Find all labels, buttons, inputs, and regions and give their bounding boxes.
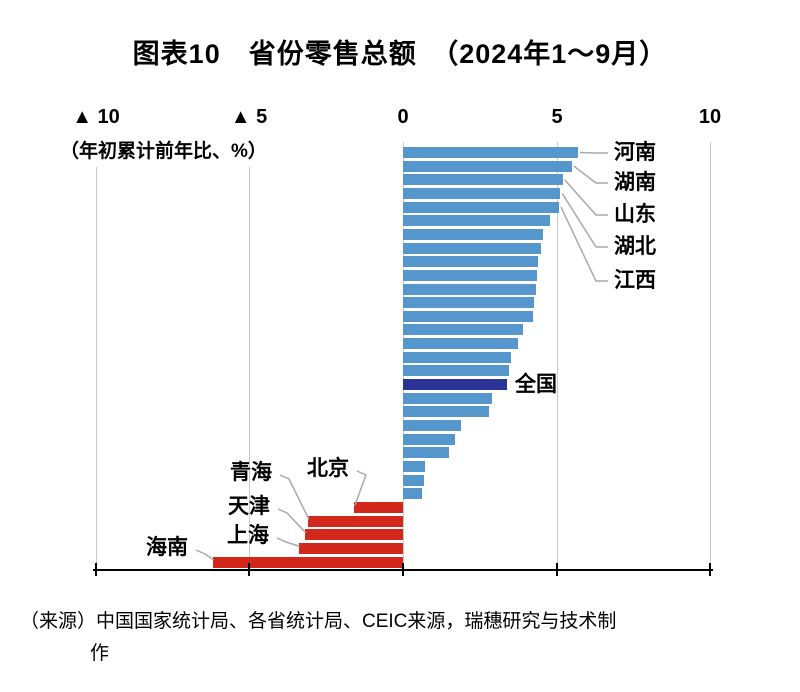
bar-row [353, 501, 403, 513]
source-note: （来源）中国国家统计局、各省统计局、CEIC来源，瑞穗研究与技术制 作 [20, 606, 790, 670]
leader-line [579, 151, 608, 154]
province-label-bottom: 北京 [307, 457, 349, 480]
bar-row [403, 147, 578, 158]
leader-line [279, 474, 310, 520]
x-tick-label-neg10: ▲ 10 [72, 106, 120, 128]
leader-line [564, 179, 608, 216]
bar-row [403, 365, 509, 377]
axis-unit-note: （年初累计前年比、%） [60, 141, 267, 162]
province-label-right: 河南 [614, 141, 656, 164]
bar-row [403, 310, 533, 322]
leader-line [560, 206, 608, 282]
x-tick-label-10: 10 [698, 106, 722, 128]
bar-row [403, 433, 456, 445]
bar-row [403, 242, 542, 254]
bar-row [403, 460, 426, 472]
bar-row [403, 406, 489, 418]
province-label-right: 湖南 [614, 171, 656, 194]
bar-row [403, 474, 425, 486]
bar-row [403, 338, 519, 350]
national-label: 全国 [515, 373, 557, 396]
leader-line [354, 470, 367, 506]
province-label-right: 江西 [614, 269, 656, 292]
gridline-5 [557, 142, 558, 569]
bar-row [403, 324, 523, 336]
bar-row [212, 556, 403, 568]
leader-line [195, 549, 215, 561]
bar-row [403, 256, 539, 268]
bar-row [403, 269, 537, 281]
bar-row [403, 174, 563, 186]
bar-row [403, 447, 450, 459]
x-tick-label-neg5: ▲ 5 [230, 106, 268, 128]
bar-row [307, 515, 403, 527]
x-tick-label-0: 0 [397, 106, 409, 128]
bar-row [403, 201, 559, 213]
bar-row [298, 542, 403, 554]
province-label-bottom: 上海 [227, 524, 269, 547]
leader-line [561, 193, 608, 248]
province-label-bottom: 青海 [230, 461, 272, 484]
bar-row [403, 351, 512, 363]
bar-row [304, 529, 403, 541]
axis-tick-5 [556, 563, 558, 576]
province-label-right: 山东 [614, 203, 656, 226]
bar-row [403, 420, 462, 431]
bar-row [403, 488, 423, 500]
bar-row [403, 283, 536, 295]
province-label-bottom: 天津 [228, 495, 270, 518]
source-line-1: （来源）中国国家统计局、各省统计局、CEIC来源，瑞穗研究与技术制 [20, 611, 617, 632]
province-label-right: 湖北 [614, 235, 656, 258]
axis-tick-0 [402, 563, 404, 576]
gridline-neg10 [96, 167, 97, 569]
bar-row [403, 160, 572, 172]
axis-tick-neg10 [95, 563, 97, 576]
bar-row [403, 187, 561, 199]
x-tick-label-5: 5 [551, 106, 563, 128]
bar-row [403, 297, 535, 309]
axis-tick-10 [709, 563, 711, 576]
bar-row [403, 215, 551, 227]
gridline-neg5 [249, 167, 250, 569]
province-label-bottom: 海南 [146, 536, 188, 559]
leader-line [277, 508, 307, 534]
axis-tick-neg5 [248, 563, 250, 576]
bar-row [403, 228, 543, 240]
chart-title: 图表10 省份零售总额 （2024年1～9月） [132, 39, 668, 69]
gridline-10 [710, 142, 711, 569]
bar-national [403, 379, 508, 391]
bar-row [403, 392, 493, 404]
leader-line [573, 165, 608, 184]
leader-line [276, 537, 300, 548]
source-line-2: 作 [90, 643, 110, 664]
